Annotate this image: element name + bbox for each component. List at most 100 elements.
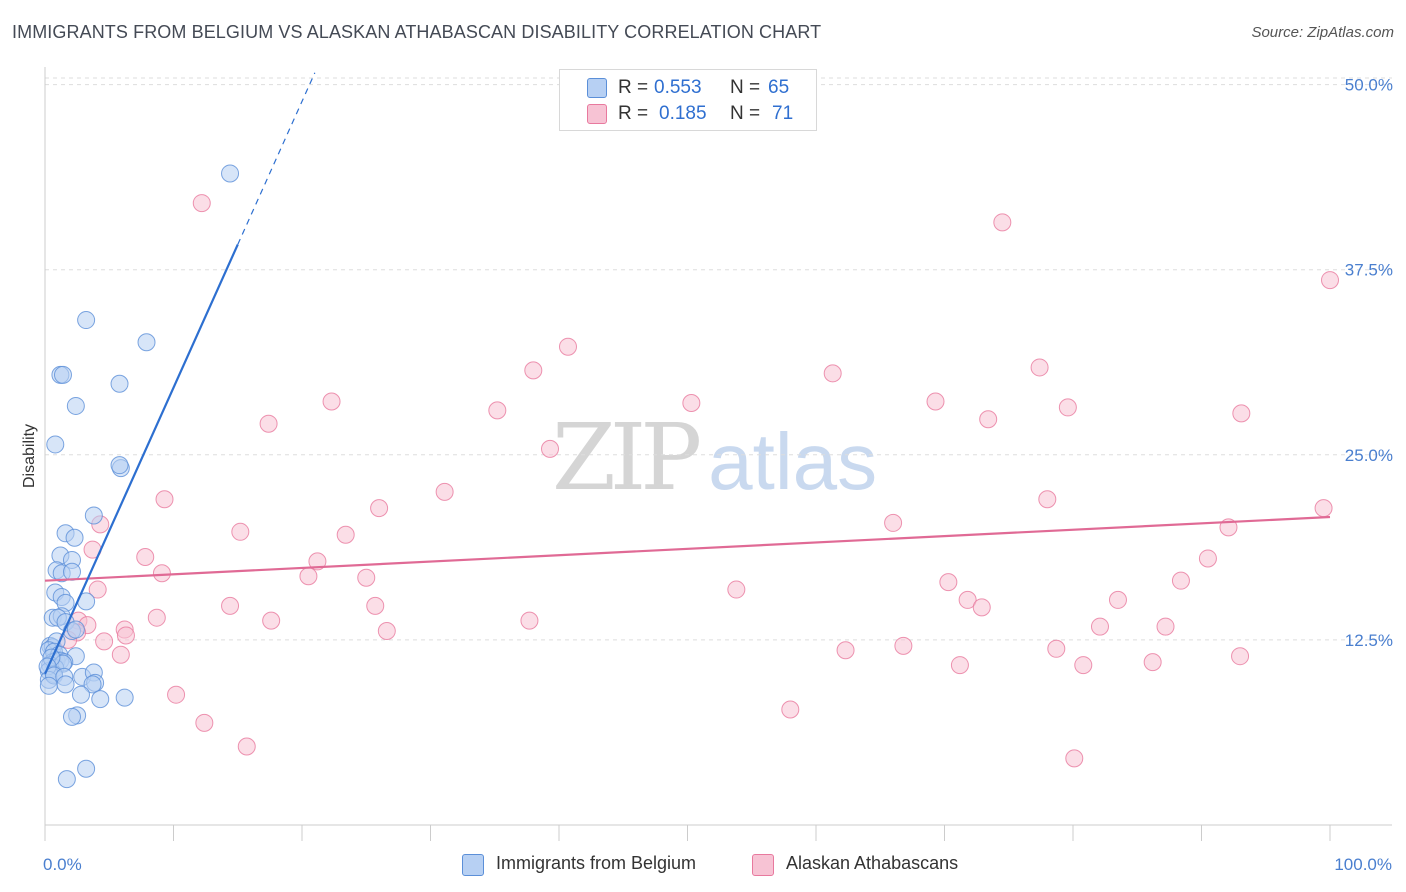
data-point [115,688,134,707]
data-point [357,568,376,587]
data-point [950,656,969,675]
data-point [66,620,85,639]
data-point [524,361,543,380]
legend-label: Alaskan Athabascans [786,853,959,873]
axes [44,67,1392,841]
data-point [46,435,65,454]
legend-r-value: 0.185 [659,103,707,124]
legend-swatch-pink [752,854,774,876]
series-immigrants-from-belgium [38,164,240,789]
data-point [88,580,107,599]
data-point [56,675,75,694]
data-point [237,737,256,756]
data-point [727,580,746,599]
legend-n-label: N = [730,103,761,124]
data-point [1143,653,1162,672]
data-point [231,522,250,541]
data-point [979,410,998,429]
data-point [65,528,84,547]
data-point [83,675,102,694]
data-point [111,645,130,664]
legend-r-label: R = [618,77,649,98]
legend-r-value: 0.553 [654,77,702,98]
data-point [894,636,913,655]
data-point [136,547,155,566]
data-point [836,641,855,660]
legend-r-label: R = [618,103,649,124]
data-point [110,456,129,475]
data-point [370,499,389,518]
data-point [823,364,842,383]
data-point [39,676,58,695]
data-point [958,590,977,609]
x-tick-label: 0.0% [43,855,82,874]
data-point [299,567,318,586]
data-point [147,608,166,627]
data-point [167,685,186,704]
data-point [558,337,577,356]
y-tick-label: 50.0% [1345,76,1393,95]
legend-n-value: 65 [768,77,790,98]
trend-lines [43,72,1331,675]
data-point [1198,549,1217,568]
legend-swatch-blue [462,854,484,876]
data-point [195,713,214,732]
data-point [1058,398,1077,417]
data-point [192,194,211,213]
data-point [1030,358,1049,377]
data-point [1108,590,1127,609]
data-point [1047,639,1066,658]
data-point [993,213,1012,232]
watermark-atlas: atlas [708,417,878,506]
data-point [95,632,114,651]
legend-swatch-pink [587,104,607,124]
data-point [939,573,958,592]
data-point [682,393,701,412]
data-point [53,365,72,384]
data-point [520,611,539,630]
data-point [155,490,174,509]
data-point [1314,499,1333,518]
data-point [1231,647,1250,666]
data-point [366,596,385,615]
data-point [259,414,278,433]
data-point [308,552,327,571]
data-point [62,707,81,726]
data-point [110,374,129,393]
data-point [1074,656,1093,675]
data-point [84,506,103,525]
data-point [322,392,341,411]
trend-line-athabascan [44,515,1331,582]
chart-title: IMMIGRANTS FROM BELGIUM VS ALASKAN ATHAB… [12,22,822,42]
data-point [137,333,156,352]
data-point [488,401,507,420]
y-tick-label: 12.5% [1345,631,1393,650]
data-point [116,626,135,645]
data-point [1321,271,1339,290]
x-tick-label: 100.0% [1334,855,1392,874]
data-point [1232,404,1251,423]
y-tick-label: 37.5% [1345,261,1393,280]
data-point [1156,617,1175,636]
y-axis-label: Disability [21,424,38,488]
data-point [884,513,903,532]
data-point [1171,571,1190,590]
gridlines [45,77,1392,641]
data-point [77,759,96,778]
y-tick-label: 25.0% [1345,446,1393,465]
legend-swatch-blue [587,78,607,98]
data-point [781,700,800,719]
source-credit: Source: ZipAtlas.com [1251,24,1394,41]
data-point [336,525,355,544]
data-point [221,596,240,615]
data-point [1038,490,1057,509]
data-point [435,482,454,501]
data-point [71,685,90,704]
legend-label: Immigrants from Belgium [496,853,697,873]
data-point [262,611,281,630]
watermark: ZIP atlas [552,404,877,511]
data-point [66,396,85,415]
data-point [62,562,81,581]
trend-line-belgium [43,244,239,675]
